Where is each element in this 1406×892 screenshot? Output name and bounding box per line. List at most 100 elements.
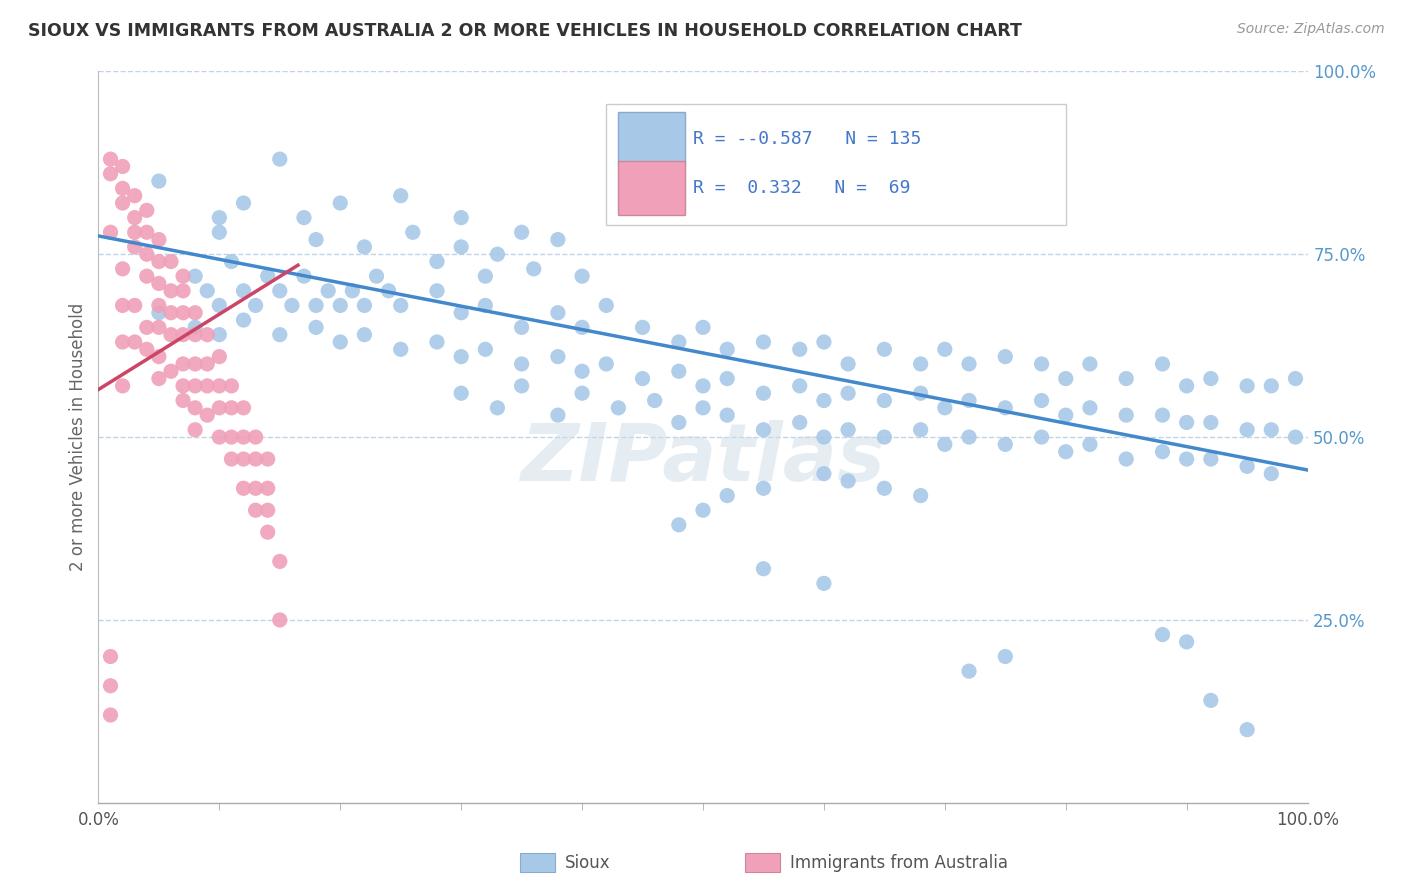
- Point: [195, 284, 218, 298]
- FancyBboxPatch shape: [606, 104, 1066, 225]
- Point: [269, 327, 291, 342]
- Point: [631, 320, 654, 334]
- Point: [934, 437, 956, 451]
- Point: [184, 320, 207, 334]
- Point: [366, 269, 388, 284]
- Point: [813, 430, 835, 444]
- Point: [837, 386, 859, 401]
- Point: [111, 261, 134, 276]
- Point: [752, 423, 775, 437]
- Point: [208, 298, 231, 312]
- Point: [668, 416, 690, 430]
- Point: [571, 386, 593, 401]
- Point: [148, 350, 170, 364]
- Point: [329, 334, 352, 349]
- Point: [269, 152, 291, 166]
- Point: [135, 269, 157, 284]
- Point: [994, 437, 1017, 451]
- Point: [1031, 430, 1053, 444]
- Point: [148, 371, 170, 385]
- Point: [668, 364, 690, 378]
- Point: [450, 350, 472, 364]
- Point: [716, 343, 738, 357]
- Point: [256, 481, 278, 495]
- Point: [957, 430, 980, 444]
- Point: [873, 393, 896, 408]
- Point: [195, 408, 218, 422]
- Point: [184, 306, 207, 320]
- Point: [172, 393, 194, 408]
- Point: [172, 269, 194, 284]
- Point: [752, 386, 775, 401]
- Point: [245, 503, 267, 517]
- Point: [353, 327, 375, 342]
- Point: [111, 196, 134, 211]
- Point: [752, 481, 775, 495]
- Point: [329, 196, 352, 211]
- Point: [353, 240, 375, 254]
- Point: [232, 196, 254, 211]
- Point: [934, 401, 956, 415]
- Point: [510, 357, 533, 371]
- Point: [547, 233, 569, 247]
- Point: [426, 334, 449, 349]
- Point: [1236, 723, 1258, 737]
- Point: [305, 298, 328, 312]
- Point: [510, 225, 533, 239]
- Point: [135, 225, 157, 239]
- Point: [232, 430, 254, 444]
- Point: [245, 430, 267, 444]
- Point: [160, 327, 183, 342]
- Point: [910, 489, 932, 503]
- Point: [426, 284, 449, 298]
- Point: [994, 350, 1017, 364]
- Point: [813, 576, 835, 591]
- Point: [692, 379, 714, 393]
- Point: [184, 357, 207, 371]
- Point: [111, 334, 134, 349]
- Point: [1260, 467, 1282, 481]
- Point: [100, 167, 122, 181]
- Point: [100, 649, 122, 664]
- Point: [716, 489, 738, 503]
- Point: [148, 277, 170, 291]
- Point: [269, 613, 291, 627]
- Point: [1054, 408, 1077, 422]
- Text: Source: ZipAtlas.com: Source: ZipAtlas.com: [1237, 22, 1385, 37]
- Point: [208, 379, 231, 393]
- Point: [389, 298, 412, 312]
- Point: [172, 306, 194, 320]
- Point: [292, 269, 315, 284]
- Point: [752, 562, 775, 576]
- Point: [716, 408, 738, 422]
- Point: [148, 306, 170, 320]
- Point: [631, 371, 654, 385]
- Point: [111, 298, 134, 312]
- Point: [668, 334, 690, 349]
- Point: [389, 188, 412, 202]
- Point: [789, 343, 811, 357]
- Point: [837, 423, 859, 437]
- Point: [873, 430, 896, 444]
- FancyBboxPatch shape: [619, 112, 685, 167]
- Point: [245, 481, 267, 495]
- Point: [292, 211, 315, 225]
- Point: [934, 343, 956, 357]
- Point: [221, 254, 243, 268]
- Point: [221, 430, 243, 444]
- Point: [124, 298, 146, 312]
- Point: [1175, 452, 1198, 467]
- Point: [450, 306, 472, 320]
- Point: [752, 334, 775, 349]
- Point: [269, 554, 291, 568]
- Point: [1031, 357, 1053, 371]
- Point: [692, 503, 714, 517]
- Point: [305, 320, 328, 334]
- Point: [232, 452, 254, 467]
- Point: [474, 269, 496, 284]
- Text: Sioux: Sioux: [565, 854, 610, 871]
- Point: [957, 664, 980, 678]
- Point: [100, 679, 122, 693]
- Point: [160, 284, 183, 298]
- Point: [184, 401, 207, 415]
